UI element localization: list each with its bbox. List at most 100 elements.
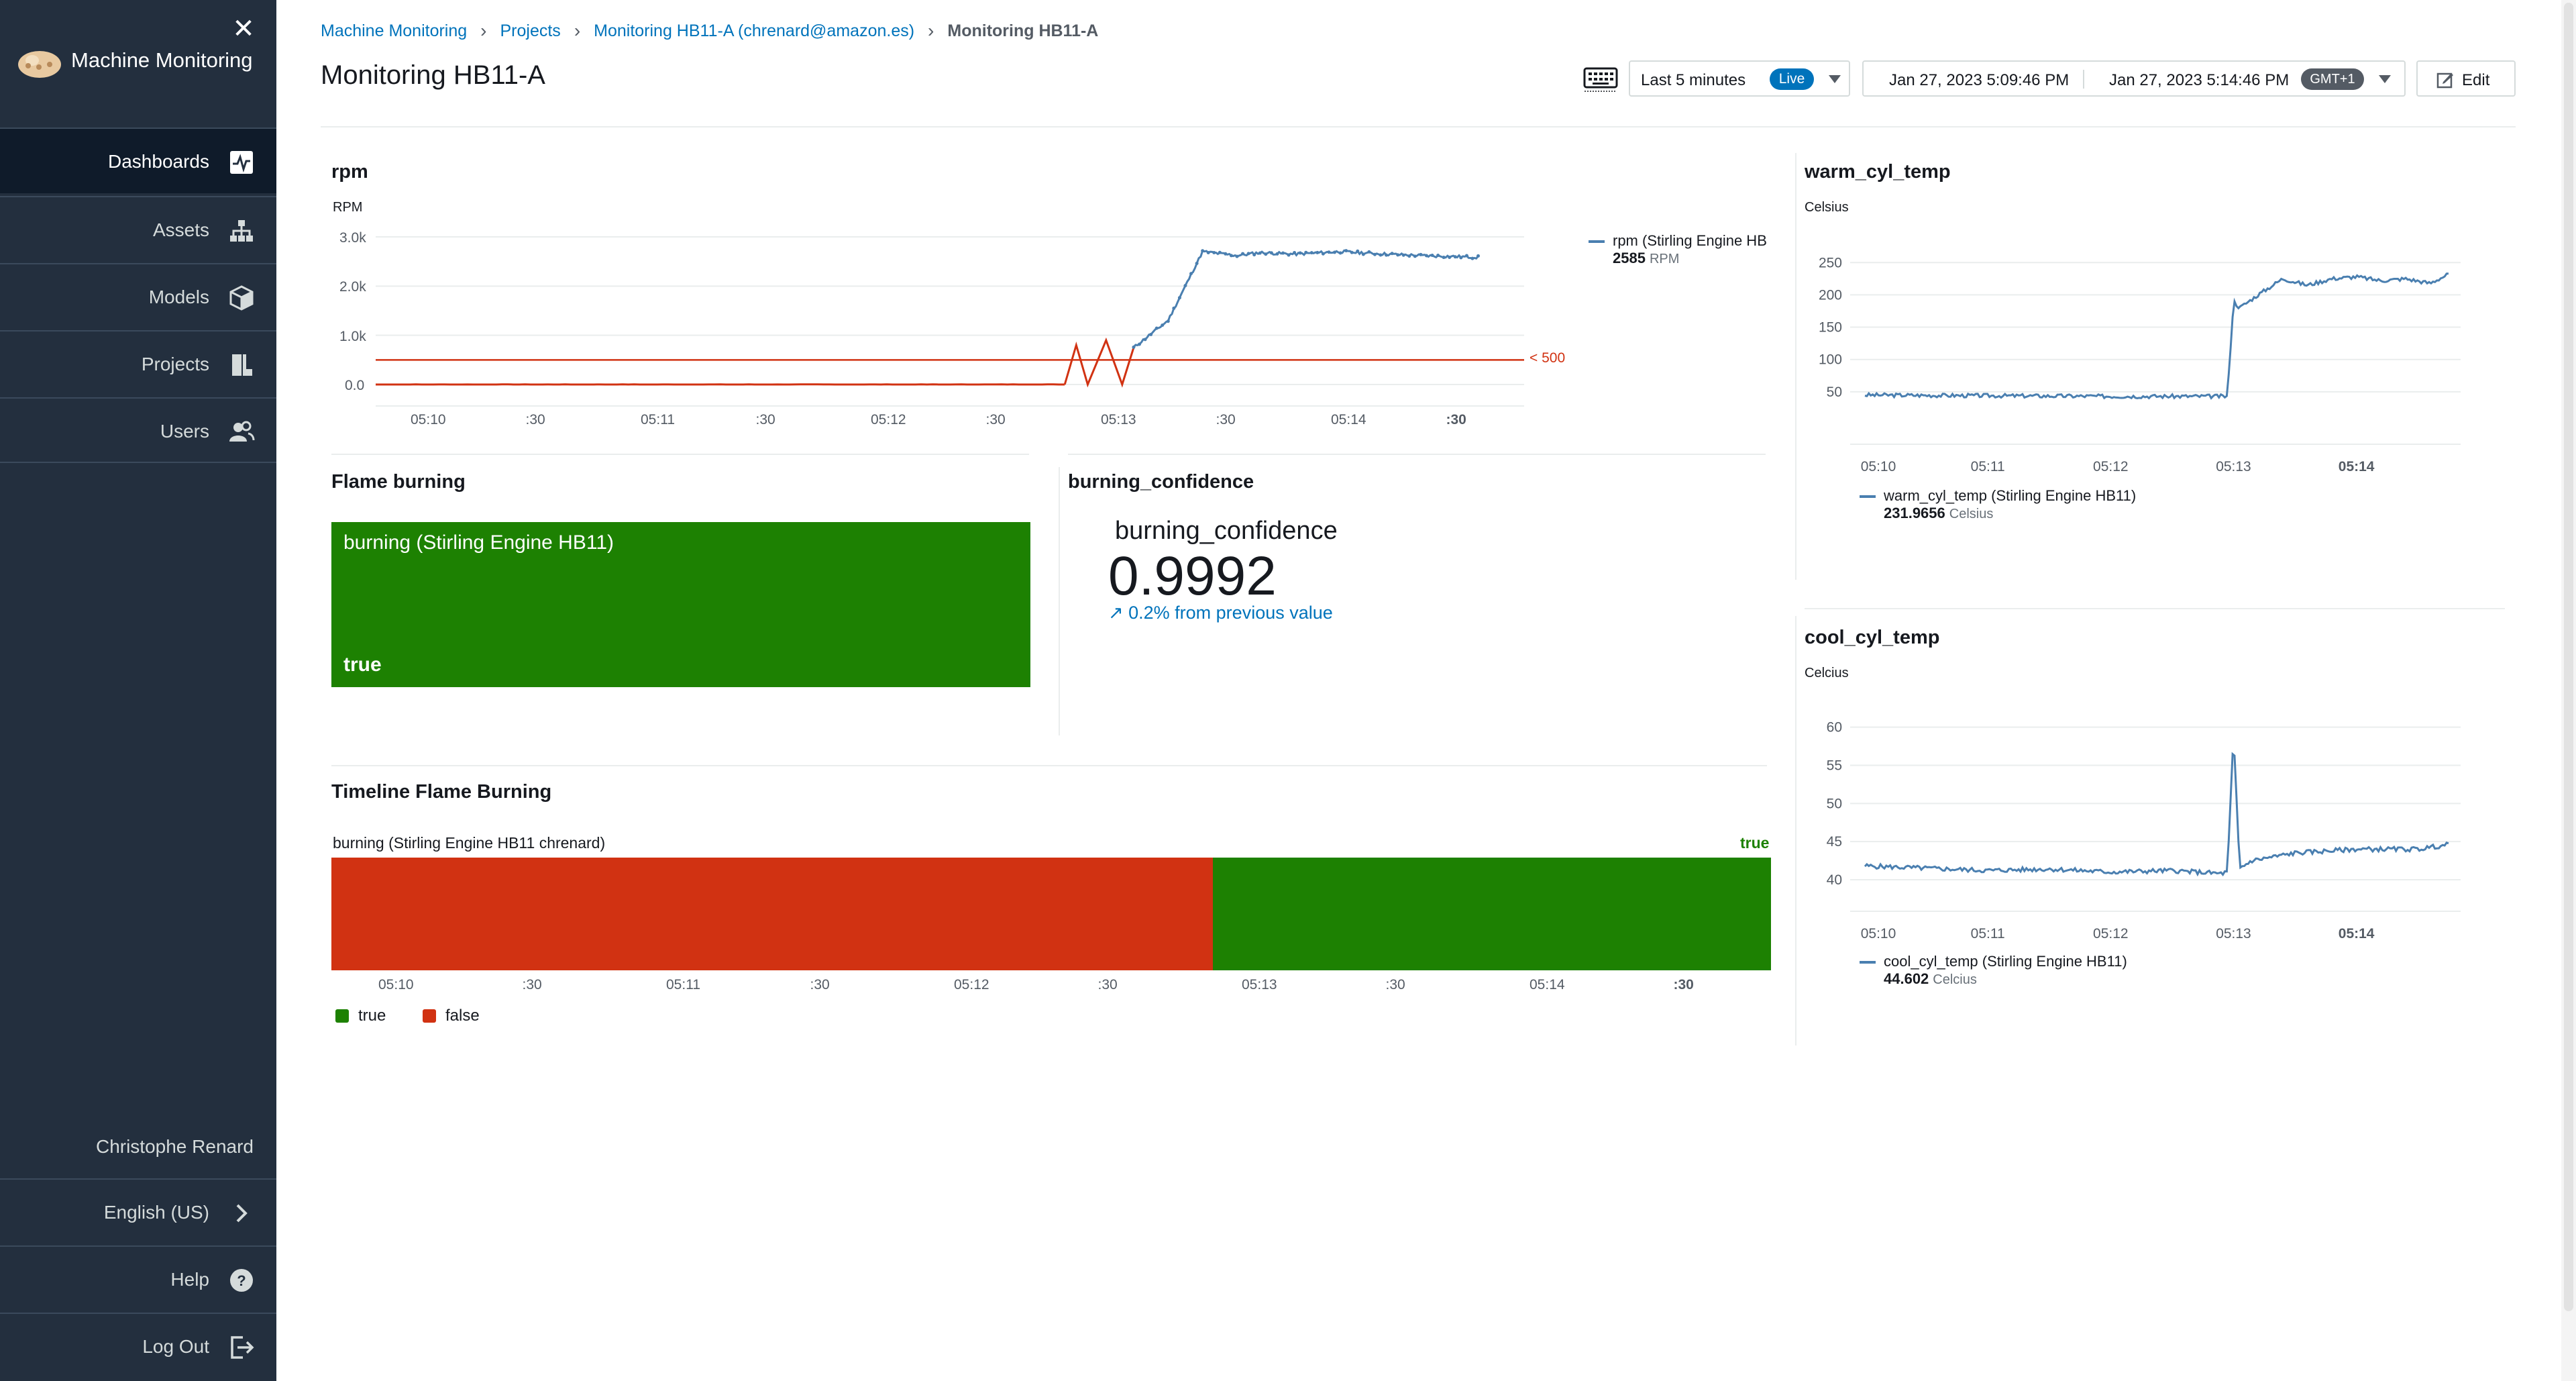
data-point bbox=[1143, 338, 1147, 342]
sidebar-item-label: Projects bbox=[141, 354, 209, 374]
date-range-picker[interactable]: Jan 27, 2023 5:09:46 PM Jan 27, 2023 5:1… bbox=[1862, 60, 2406, 97]
data-point bbox=[1379, 253, 1383, 257]
panel-divider bbox=[331, 454, 1029, 455]
sidebar-item-users[interactable]: Users bbox=[0, 397, 276, 463]
data-point bbox=[1275, 252, 1279, 256]
panel-title-confidence: burning_confidence bbox=[1068, 471, 1254, 493]
trend-up-icon: ↗ bbox=[1108, 603, 1129, 623]
legend-swatch bbox=[1860, 495, 1876, 498]
legend-swatch bbox=[335, 1009, 349, 1023]
x-tick-label: :30 bbox=[1385, 977, 1405, 992]
data-point bbox=[1459, 256, 1463, 260]
logout-button[interactable]: Log Out bbox=[0, 1313, 276, 1378]
x-tick-label: 05:11 bbox=[641, 412, 675, 427]
x-tick-label: 05:14 bbox=[2339, 926, 2375, 941]
x-tick-label: 05:13 bbox=[2216, 926, 2251, 941]
sidebar-item-models[interactable]: Models bbox=[0, 263, 276, 329]
data-point bbox=[1309, 251, 1313, 255]
x-tick-label: :30 bbox=[810, 977, 830, 992]
data-point bbox=[1206, 251, 1210, 255]
axis-unit-warm: Celsius bbox=[1805, 200, 1849, 215]
y-tick-label: 45 bbox=[1827, 834, 1842, 850]
data-point bbox=[1218, 250, 1222, 254]
activity-icon bbox=[230, 151, 253, 174]
panel-title-rpm: rpm bbox=[331, 161, 368, 183]
legend-true: true bbox=[335, 1007, 386, 1025]
scrollbar-thumb[interactable] bbox=[2564, 3, 2573, 1311]
x-tick-label: 05:13 bbox=[1101, 412, 1136, 427]
logout-icon bbox=[231, 1336, 254, 1359]
data-point bbox=[1413, 254, 1417, 258]
data-point bbox=[1183, 284, 1187, 288]
data-point bbox=[1350, 250, 1354, 254]
y-tick-label: 0.0 bbox=[345, 378, 365, 393]
data-point bbox=[1166, 319, 1170, 323]
sidebar-item-assets[interactable]: Assets bbox=[0, 196, 276, 262]
data-point bbox=[1333, 250, 1337, 254]
language-selector[interactable]: English (US) bbox=[0, 1178, 276, 1244]
live-badge: Live bbox=[1770, 68, 1814, 90]
axis-unit-cool: Celcius bbox=[1805, 666, 1849, 680]
data-point bbox=[1436, 253, 1440, 257]
y-tick-label: 3.0k bbox=[339, 230, 366, 246]
scrollbar[interactable] bbox=[2561, 0, 2576, 1381]
data-point bbox=[1224, 252, 1228, 256]
user-name: Christophe Renard bbox=[95, 1136, 254, 1157]
data-point bbox=[1264, 252, 1268, 256]
data-point bbox=[1401, 253, 1405, 257]
data-point bbox=[1316, 250, 1320, 254]
x-tick-label: :30 bbox=[1673, 977, 1694, 992]
data-point bbox=[1453, 255, 1457, 259]
breadcrumb-current: Monitoring HB11-A bbox=[947, 21, 1099, 40]
time-range-selector[interactable]: Last 5 minutes Live bbox=[1629, 60, 1850, 97]
x-tick-label: :30 bbox=[1097, 977, 1118, 992]
series-line bbox=[1864, 752, 2449, 877]
data-point bbox=[1149, 333, 1153, 337]
edit-button[interactable]: Edit bbox=[2416, 60, 2516, 97]
x-tick-label: 05:12 bbox=[954, 977, 989, 992]
y-tick-label: 250 bbox=[1819, 255, 1842, 270]
panel-divider bbox=[1795, 153, 1796, 580]
timezone-badge: GMT+1 bbox=[2301, 68, 2364, 90]
x-tick-label: 05:10 bbox=[411, 412, 446, 427]
series-line bbox=[1132, 249, 1479, 348]
legend-swatch bbox=[1589, 240, 1605, 243]
sidebar-item-dashboards[interactable]: Dashboards bbox=[0, 127, 276, 193]
data-point bbox=[1321, 252, 1325, 256]
threshold-label: < 500 bbox=[1529, 350, 1566, 366]
x-tick-label: 05:10 bbox=[378, 977, 414, 992]
panel-divider bbox=[1805, 608, 2505, 609]
legend-series-name: warm_cyl_temp (Stirling Engine HB11) bbox=[1884, 487, 2137, 504]
x-tick-label: 05:11 bbox=[1971, 926, 2005, 941]
data-point bbox=[1189, 272, 1193, 276]
data-point bbox=[1281, 251, 1285, 255]
x-tick-label: 05:11 bbox=[666, 977, 700, 992]
data-point bbox=[1195, 262, 1199, 266]
y-tick-label: 40 bbox=[1827, 872, 1842, 888]
help-button[interactable]: Help ? bbox=[0, 1245, 276, 1311]
y-tick-label: 50 bbox=[1827, 796, 1842, 811]
breadcrumb-link[interactable]: Projects bbox=[500, 21, 561, 40]
y-tick-label: 60 bbox=[1827, 720, 1842, 735]
panel-title-flame: Flame burning bbox=[331, 471, 466, 493]
data-point bbox=[1448, 255, 1452, 259]
sidebar-item-projects[interactable]: Projects bbox=[0, 330, 276, 396]
sidebar: ✕ Machine Monitoring Dashboards Assets M… bbox=[0, 0, 276, 1381]
data-point bbox=[1442, 256, 1446, 260]
data-point bbox=[1161, 323, 1165, 327]
data-point bbox=[1241, 252, 1245, 256]
caret-down-icon bbox=[2379, 75, 2391, 83]
close-icon[interactable]: ✕ bbox=[232, 14, 255, 44]
data-point bbox=[1287, 253, 1291, 257]
breadcrumb-link[interactable]: Machine Monitoring bbox=[321, 21, 468, 40]
timeline-current: true bbox=[1740, 834, 1770, 852]
legend-value: 44.602 Celcius bbox=[1884, 970, 1977, 987]
data-point bbox=[1229, 254, 1233, 258]
panel-divider bbox=[1068, 454, 1766, 455]
warm-cyl-temp-chart: 50 100 150 200 250 05:10 05:11 05:12 05:13 05:14 bbox=[1819, 255, 2461, 474]
caret-down-icon bbox=[1829, 75, 1841, 83]
y-tick-label: 200 bbox=[1819, 287, 1842, 303]
breadcrumb-link[interactable]: Monitoring HB11-A (chrenard@amazon.es) bbox=[594, 21, 915, 40]
users-icon bbox=[229, 421, 255, 442]
keyboard-icon[interactable] bbox=[1583, 66, 1618, 93]
